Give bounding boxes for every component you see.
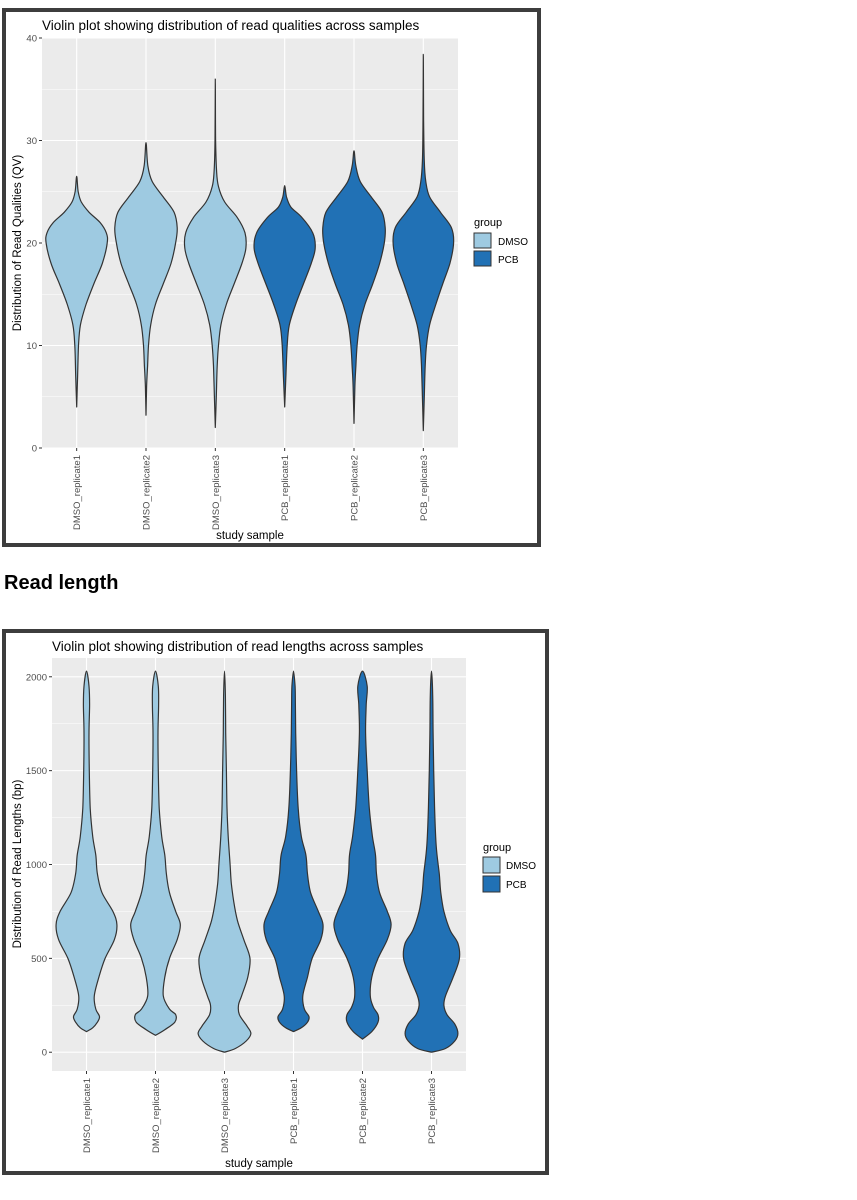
x-tick-label: PCB_replicate2 (358, 1078, 369, 1144)
violin-PCB_replicate3 (392, 53, 455, 432)
legend: group DMSO PCB (482, 842, 536, 893)
legend-label-dmso: DMSO (506, 861, 536, 872)
x-tick-label: DMSO_replicate3 (220, 1078, 231, 1153)
quality-violin-chart: Violin plot showing distribution of read… (12, 18, 528, 542)
violin-DMSO_replicate1 (55, 670, 118, 1033)
x-axis-label: study sample (216, 530, 284, 542)
y-tick-label: 500 (31, 954, 47, 965)
legend-label-pcb: PCB (498, 255, 519, 266)
y-tick-label: 0 (32, 444, 37, 455)
legend-label-dmso: DMSO (498, 237, 528, 248)
y-tick-label: 1500 (26, 766, 47, 777)
x-tick-label: PCB_replicate1 (289, 1078, 300, 1144)
y-tick-label: 20 (26, 239, 37, 250)
y-tick-label: 0 (42, 1048, 47, 1059)
x-tick-label: DMSO_replicate1 (82, 1078, 93, 1153)
x-axis-label: study sample (225, 1158, 293, 1170)
x-tick-label: PCB_replicate1 (280, 455, 291, 521)
violin-DMSO_replicate2 (114, 142, 178, 416)
y-tick-label: 2000 (26, 672, 47, 683)
legend-key-dmso (482, 856, 501, 874)
x-tick-label: PCB_replicate3 (419, 455, 430, 521)
violin-DMSO_replicate1 (45, 175, 109, 408)
violin-PCB_replicate1 (253, 185, 316, 408)
violin-PCB_replicate2 (333, 670, 392, 1040)
x-tick-label: PCB_replicate3 (427, 1078, 438, 1144)
legend: group DMSO PCB (473, 217, 528, 267)
violin-PCB_replicate1 (263, 670, 324, 1033)
x-tick-label: DMSO_replicate2 (142, 455, 153, 530)
y-tick-label: 30 (26, 136, 37, 147)
legend-title: group (483, 842, 511, 854)
x-tick-label: PCB_replicate2 (350, 455, 361, 521)
violin-DMSO_replicate3 (197, 670, 252, 1053)
x-tick-label: DMSO_replicate1 (72, 455, 83, 530)
legend-title: group (474, 217, 502, 229)
y-axis-label: Distribution of Read Lengths (bp) (12, 779, 24, 948)
length-violin-chart: Violin plot showing distribution of read… (12, 639, 536, 1170)
violin-DMSO_replicate2 (130, 670, 181, 1036)
legend-key-pcb (473, 250, 492, 267)
x-tick-label: DMSO_replicate2 (151, 1078, 162, 1153)
y-tick-label: 40 (26, 34, 37, 45)
chart-title: Violin plot showing distribution of read… (52, 639, 423, 654)
legend-key-pcb (482, 875, 501, 893)
legend-label-pcb: PCB (506, 880, 527, 891)
y-tick-label: 10 (26, 341, 37, 352)
section-heading: Read length (4, 572, 119, 594)
quality-chart-frame: Violin plot showing distribution of read… (2, 8, 541, 547)
x-tick-label: DMSO_replicate3 (211, 455, 222, 530)
y-axis-label: Distribution of Read Qualities (QV) (12, 155, 24, 332)
y-tick-label: 1000 (26, 860, 47, 871)
chart-title: Violin plot showing distribution of read… (42, 18, 419, 33)
violin-DMSO_replicate3 (183, 78, 247, 429)
violin-PCB_replicate3 (402, 670, 461, 1053)
legend-key-dmso (473, 232, 492, 249)
violin-PCB_replicate2 (322, 150, 386, 424)
length-chart-frame: Violin plot showing distribution of read… (2, 629, 549, 1175)
